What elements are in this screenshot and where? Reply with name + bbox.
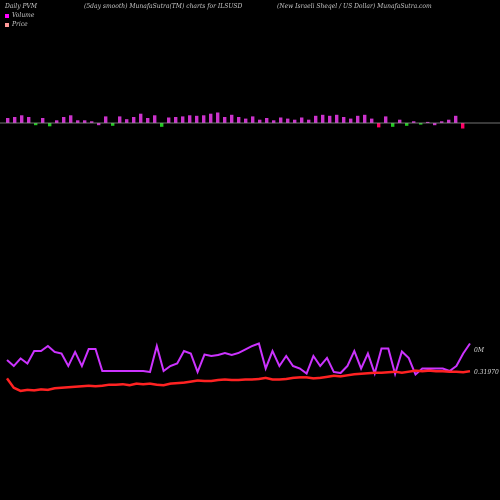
- volume-bar: [286, 118, 290, 123]
- volume-bar: [118, 116, 122, 123]
- volume-bar: [363, 114, 367, 124]
- volume-bar: [314, 115, 318, 123]
- volume-bar: [41, 118, 45, 123]
- volume-bar: [223, 117, 227, 124]
- legend-price-label: Price: [12, 21, 28, 28]
- volume-bar: [139, 113, 143, 123]
- volume-bar: [384, 116, 388, 123]
- volume-swatch: [5, 13, 9, 18]
- volume-bar: [412, 121, 416, 123]
- volume-bar: [321, 114, 325, 124]
- volume-bar: [370, 118, 374, 123]
- volume-bar: [153, 115, 157, 123]
- volume-bar: [307, 119, 311, 123]
- volume-bar: [69, 115, 73, 123]
- volume-bar: [160, 123, 164, 127]
- legend-price: Price: [5, 21, 28, 28]
- volume-bar: [188, 115, 192, 123]
- volume-bar: [167, 117, 171, 123]
- volume-bar: [342, 117, 346, 124]
- volume-bar: [146, 118, 150, 123]
- volume-bar: [335, 114, 339, 124]
- volume-bar: [244, 118, 248, 123]
- volume-bar: [125, 119, 129, 123]
- volume-bar: [13, 117, 17, 124]
- volume-bar: [202, 115, 206, 123]
- volume-bar: [293, 119, 297, 123]
- legend-volume-label: Volume: [12, 12, 35, 19]
- volume-bar: [55, 120, 59, 124]
- volume-axis-label: 0M: [474, 347, 484, 354]
- price-swatch: [5, 22, 9, 27]
- volume-bar: [272, 120, 276, 124]
- volume-bar: [426, 121, 430, 123]
- chart-type-label: Daily PVM: [5, 3, 38, 10]
- volume-bar: [20, 115, 24, 123]
- volume-bar: [433, 123, 437, 126]
- price-line: [5, 369, 471, 393]
- volume-bar: [377, 123, 381, 128]
- volume-bar: [195, 115, 199, 123]
- volume-bar: [356, 115, 360, 123]
- volume-bar: [349, 118, 353, 123]
- volume-bar: [419, 123, 423, 125]
- chart-title: (5day smooth) MunafaSutra(TM) charts for…: [84, 3, 243, 10]
- chart-source: (New Israeli Sheqel / US Dollar) MunafaS…: [277, 3, 432, 10]
- volume-bar: [76, 120, 80, 124]
- volume-bar: [258, 119, 262, 123]
- volume-bar: [181, 116, 185, 123]
- volume-bar: [34, 123, 38, 126]
- volume-bar: [216, 112, 220, 123]
- volume-bar: [27, 117, 31, 124]
- volume-bar: [132, 117, 136, 124]
- volume-bar: [300, 117, 304, 123]
- volume-bar: [251, 116, 255, 123]
- price-axis-label: 0.31970: [474, 369, 499, 376]
- volume-bars: [6, 112, 465, 129]
- volume-bar: [90, 121, 94, 123]
- volume-bar: [62, 117, 66, 124]
- volume-bar: [391, 123, 395, 127]
- volume-bar: [265, 118, 269, 123]
- volume-bar: [104, 116, 108, 123]
- volume-bar: [440, 121, 444, 123]
- volume-bar: [398, 119, 402, 123]
- volume-bar: [209, 113, 213, 123]
- legend-volume: Volume: [5, 12, 34, 19]
- volume-bar: [83, 120, 87, 124]
- volume-bar: [48, 123, 52, 127]
- volume-bar: [279, 117, 283, 123]
- volume-line: [6, 342, 471, 378]
- volume-bar: [447, 119, 451, 123]
- volume-bar: [230, 114, 234, 124]
- volume-bar: [97, 123, 101, 126]
- volume-bar: [111, 123, 115, 126]
- volume-bar: [405, 123, 409, 126]
- volume-bar: [454, 115, 458, 123]
- volume-bar: [6, 118, 10, 123]
- volume-bar: [461, 123, 465, 129]
- volume-bar: [174, 117, 178, 124]
- volume-bar: [328, 115, 332, 123]
- volume-bar: [237, 117, 241, 124]
